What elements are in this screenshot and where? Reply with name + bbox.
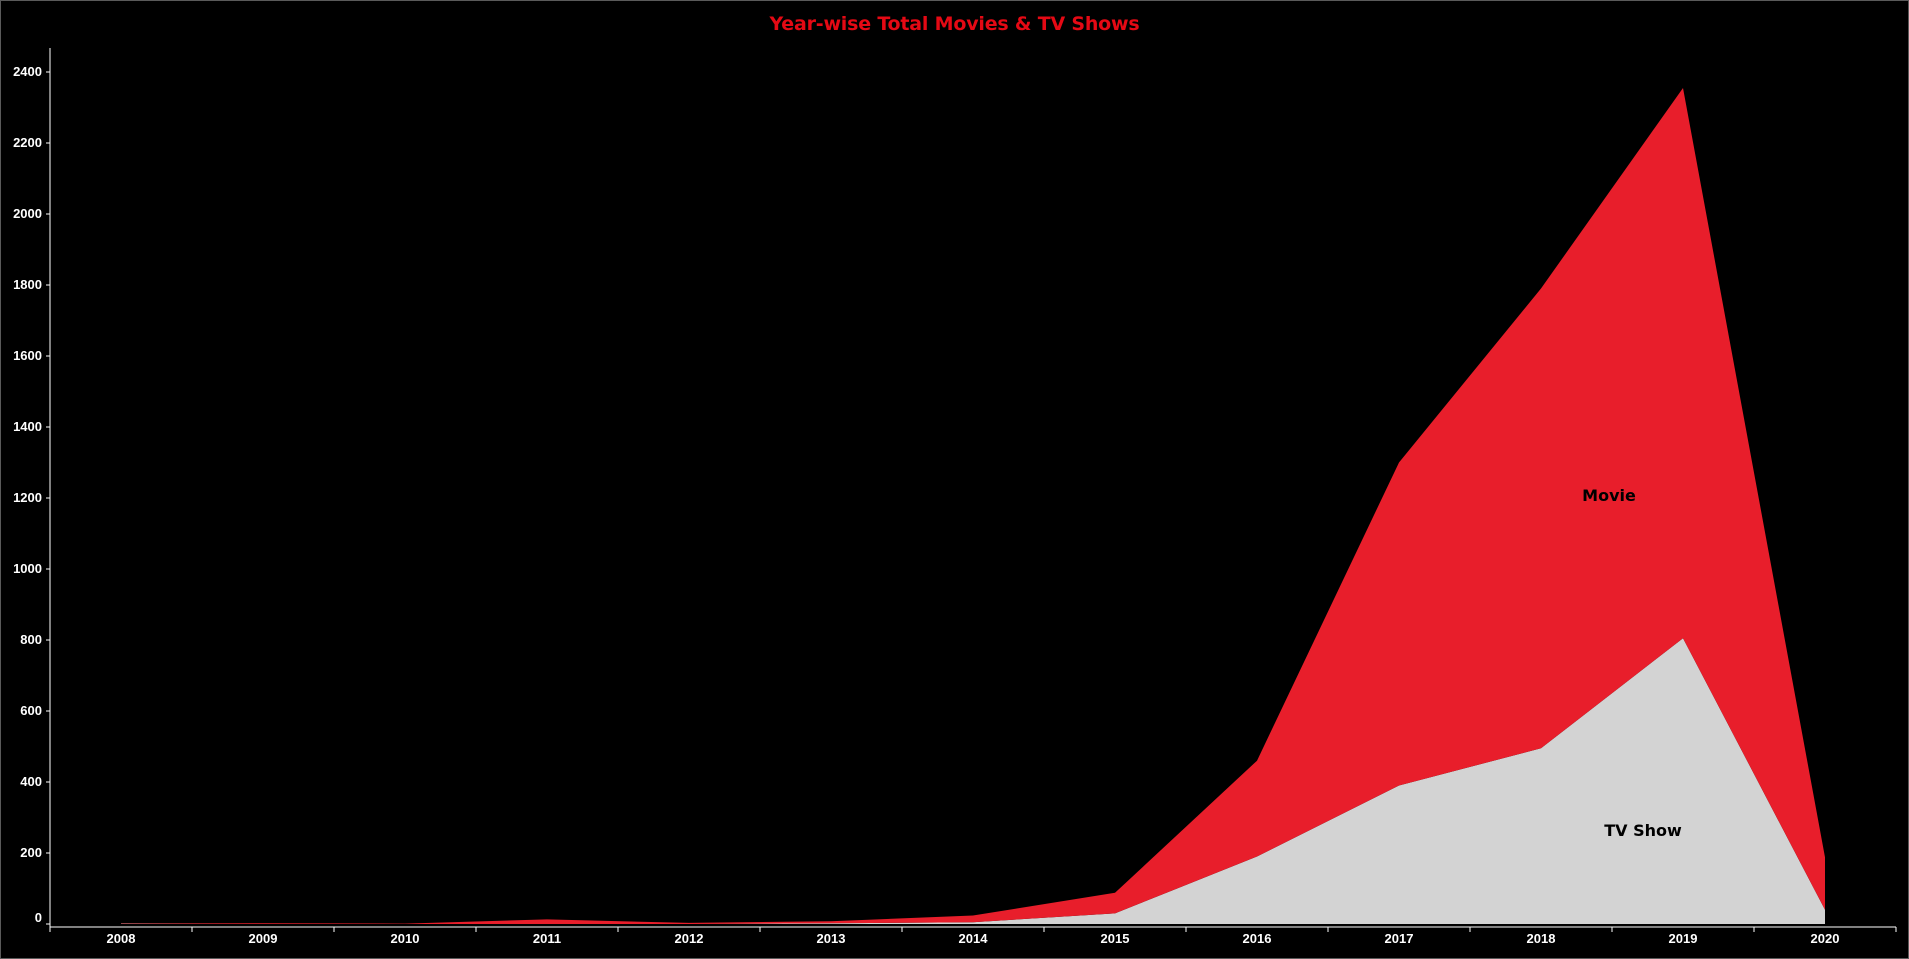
- x-tick-label: 2017: [1385, 931, 1414, 946]
- y-tick-label: 600: [20, 703, 42, 718]
- x-tick-label: 2018: [1527, 931, 1556, 946]
- x-tick-label: 2016: [1243, 931, 1272, 946]
- y-tick-label: 800: [20, 632, 42, 647]
- series-labels: TV Show Movie: [1582, 486, 1682, 840]
- y-tick-label: 1600: [13, 348, 42, 363]
- y-tick-label: 1200: [13, 490, 42, 505]
- series-label-movie: Movie: [1582, 486, 1636, 505]
- x-tick-label: 2011: [533, 931, 561, 946]
- x-tick-label: 2015: [1101, 931, 1130, 946]
- x-tick-label: 2020: [1811, 931, 1840, 946]
- x-tick-label: 2014: [959, 931, 989, 946]
- area-movie: [121, 88, 1825, 924]
- y-tick-label: 2200: [13, 135, 42, 150]
- area-tv-show: [121, 638, 1825, 924]
- x-tick-label: 2019: [1669, 931, 1698, 946]
- stacked-areas: [121, 88, 1825, 924]
- y-tick-label: 0: [35, 910, 42, 925]
- y-tick-label: 200: [20, 845, 42, 860]
- x-tick-label: 2012: [675, 931, 704, 946]
- series-label-tv-show: TV Show: [1604, 821, 1682, 840]
- y-tick-label: 1800: [13, 277, 42, 292]
- y-tick-label: 1400: [13, 419, 42, 434]
- x-tick-label: 2009: [249, 931, 278, 946]
- x-tick-label: 2008: [107, 931, 136, 946]
- chart-title: Year-wise Total Movies & TV Shows: [769, 13, 1140, 35]
- x-tick-label: 2013: [817, 931, 846, 946]
- y-tick-label: 400: [20, 774, 42, 789]
- y-tick-label: 1000: [13, 561, 42, 576]
- y-tick-label: 2000: [13, 206, 42, 221]
- y-tick-label: 2400: [13, 64, 42, 79]
- axes: 0 200 400 600 800 1000 1200 1400 1600 1800 2000 220…: [13, 48, 1897, 946]
- x-tick-label: 2010: [391, 931, 420, 946]
